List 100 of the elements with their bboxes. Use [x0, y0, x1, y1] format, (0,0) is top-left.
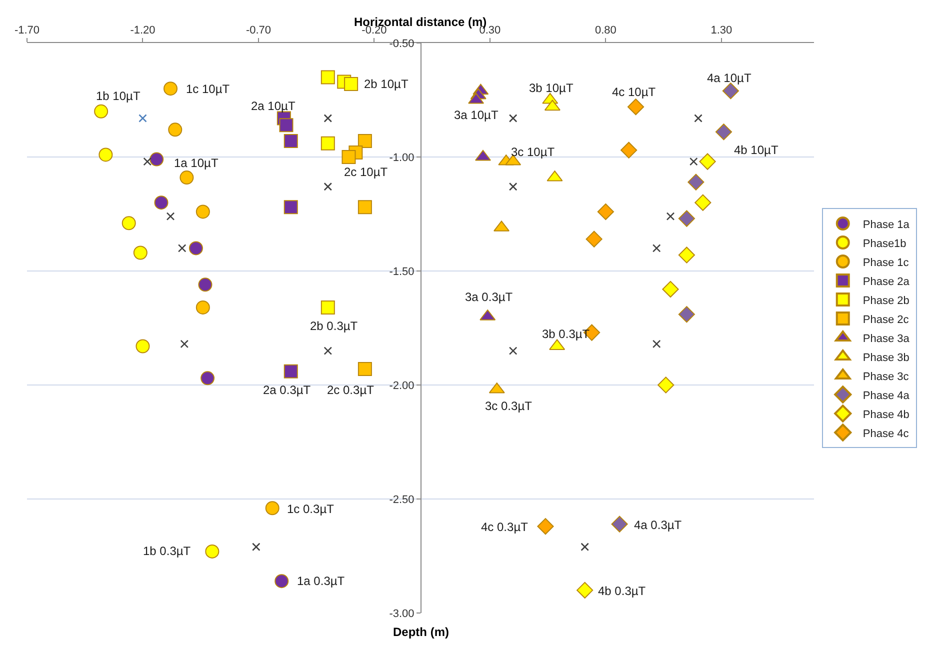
legend-label: Phase 1c — [862, 256, 910, 269]
point — [342, 150, 356, 164]
point — [188, 241, 203, 256]
x-tick-label: -1.70 — [14, 24, 40, 37]
annotation: 2a 0.3µT — [263, 383, 312, 397]
legend-label: Phase 2a — [862, 276, 910, 288]
annotation: 3a 10µT — [454, 108, 499, 122]
point — [678, 306, 695, 323]
point — [597, 203, 614, 220]
point — [143, 157, 152, 166]
point — [205, 544, 220, 558]
point — [154, 196, 168, 210]
annotation: 4c 0.3µT — [481, 520, 529, 534]
annotation: 2b 0.3µT — [310, 319, 358, 333]
annotation: 3c 10µT — [511, 145, 556, 159]
point — [320, 70, 335, 84]
legend-label: Phase1b — [862, 238, 906, 250]
legend-label: Phase 2c — [862, 314, 910, 326]
point — [620, 142, 638, 158]
point — [699, 153, 716, 170]
point — [252, 542, 260, 552]
legend-label: Phase 2b — [862, 294, 910, 307]
point — [284, 134, 298, 148]
legend-label: Phase 4a — [862, 390, 910, 402]
point — [358, 200, 372, 214]
point — [508, 182, 518, 191]
annotation: 1c 0.3µT — [287, 502, 335, 516]
point — [358, 362, 372, 376]
annotation: 1b 0.3µT — [143, 544, 192, 558]
annotation: 2b 10µT — [364, 77, 409, 91]
point — [689, 157, 698, 166]
point — [122, 216, 136, 230]
point — [274, 574, 289, 588]
point — [652, 340, 661, 348]
point — [200, 371, 215, 386]
point — [694, 114, 702, 122]
x-tick-label: -0.70 — [246, 24, 272, 37]
point — [196, 204, 210, 219]
y-tick-label: -2.00 — [389, 380, 414, 392]
point — [537, 518, 554, 535]
point — [180, 340, 189, 348]
text: Depth (m) — [393, 625, 449, 639]
point — [324, 346, 332, 355]
legend-label: Phase 3b — [862, 352, 910, 364]
point — [180, 170, 194, 185]
point — [133, 246, 148, 260]
annotation: 3c 0.3µT — [485, 399, 533, 413]
legend-label: Phase 1a — [862, 218, 910, 231]
y-tick-label: -1.50 — [389, 266, 414, 278]
point — [198, 278, 212, 292]
point — [284, 364, 298, 378]
point — [166, 212, 175, 220]
annotation: 1a 0.3µT — [297, 574, 346, 588]
point — [611, 516, 628, 532]
point — [358, 134, 372, 148]
point — [652, 244, 661, 252]
point — [164, 82, 178, 96]
point — [694, 194, 712, 211]
annotation: 1c 10µT — [186, 82, 230, 96]
point — [320, 300, 335, 314]
annotation: 2a 10µT — [251, 99, 296, 113]
point — [324, 182, 332, 191]
annotation: 3b 10µT — [529, 81, 574, 95]
point — [576, 582, 594, 598]
point — [324, 114, 332, 122]
point — [666, 212, 675, 220]
annotation: 1b 10µT — [96, 89, 141, 103]
annotation: 4a 10µT — [707, 71, 752, 85]
point — [678, 246, 695, 264]
x-tick-label: -0.20 — [362, 24, 387, 37]
point — [138, 114, 147, 122]
y-tick-label: -2.50 — [389, 494, 414, 506]
point — [196, 300, 210, 314]
point — [284, 200, 298, 214]
point — [508, 346, 518, 355]
point — [688, 174, 704, 190]
x-tick-label: 0.80 — [594, 24, 616, 37]
point — [344, 77, 358, 92]
x-tick-label: -1.20 — [130, 24, 156, 37]
legend-label: Phase 3c — [862, 370, 910, 383]
point — [320, 136, 335, 150]
legend-label: Phase 4b — [862, 408, 910, 421]
legend-label: Phase 3a — [862, 332, 910, 345]
point — [265, 501, 280, 516]
point — [627, 98, 644, 116]
annotation: 2c 0.3µT — [327, 383, 375, 397]
y-tick-label: -1.00 — [389, 152, 414, 164]
point — [98, 148, 113, 162]
point — [678, 210, 695, 227]
point — [715, 124, 732, 140]
legend-label: Phase 4c — [862, 428, 910, 440]
point — [168, 122, 182, 137]
annotation: 1a 10µT — [174, 156, 219, 170]
point — [279, 118, 294, 132]
point — [178, 244, 186, 252]
point — [586, 230, 602, 248]
point — [94, 104, 108, 118]
y-tick-label: -3.00 — [389, 608, 414, 620]
x-tick-label: 1.30 — [710, 24, 732, 37]
point — [658, 376, 674, 394]
